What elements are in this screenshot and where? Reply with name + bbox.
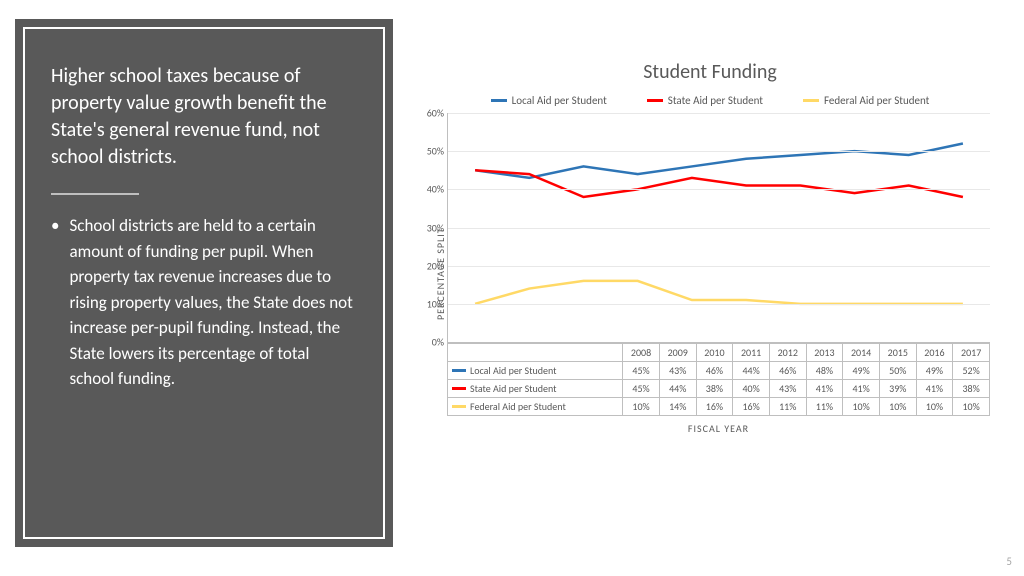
table-cell: 41%: [806, 380, 843, 398]
rowhead-label: Local Aid per Student: [470, 364, 556, 377]
gridline: [448, 151, 990, 152]
y-tick-label: 40%: [416, 183, 444, 196]
text-panel-inner: Higher school taxes because of property …: [23, 27, 385, 539]
y-tick-label: 50%: [416, 145, 444, 158]
table-row: Local Aid per Student45%43%46%44%46%48%4…: [448, 362, 990, 380]
table-cell: 38%: [696, 380, 733, 398]
table-cell: 16%: [696, 398, 733, 416]
headline: Higher school taxes because of property …: [51, 63, 357, 171]
rowhead-swatch: [452, 387, 466, 390]
rowhead-swatch: [452, 405, 466, 408]
legend-item: Federal Aid per Student: [803, 94, 929, 107]
table-year-header: 2013: [806, 344, 843, 362]
table-year-header: 2017: [953, 344, 990, 362]
gridline: [448, 113, 990, 114]
plot-area: 0%10%20%30%40%50%60%: [447, 113, 990, 343]
legend-label: Federal Aid per Student: [824, 94, 929, 107]
legend-swatch: [647, 99, 663, 102]
table-year-header: 2014: [843, 344, 880, 362]
table-cell: 38%: [953, 380, 990, 398]
chart-title: Student Funding: [430, 60, 990, 84]
y-tick-label: 10%: [416, 297, 444, 310]
x-axis-label: FISCAL YEAR: [447, 422, 990, 435]
table-cell: 50%: [879, 362, 916, 380]
table-cell: 45%: [623, 362, 660, 380]
table-row: Federal Aid per Student10%14%16%16%11%11…: [448, 398, 990, 416]
gridline: [448, 228, 990, 229]
legend-swatch: [803, 99, 819, 102]
slide: Higher school taxes because of property …: [0, 0, 1024, 576]
table-cell: 11%: [806, 398, 843, 416]
chart-container: Student Funding Local Aid per Student Sta…: [430, 60, 990, 500]
table-year-header: 2008: [623, 344, 660, 362]
table-cell: 11%: [769, 398, 806, 416]
plot-wrap: PERCENTAGE SPLIT 0%10%20%30%40%50%60% 20…: [430, 113, 990, 435]
y-tick-label: 30%: [416, 221, 444, 234]
table-cell: 48%: [806, 362, 843, 380]
series-line: [475, 144, 963, 178]
gridline: [448, 266, 990, 267]
legend-label: Local Aid per Student: [512, 94, 607, 107]
table-cell: 41%: [916, 380, 953, 398]
y-tick-label: 60%: [416, 107, 444, 120]
body-bullet: • School districts are held to a certain…: [51, 213, 357, 392]
gridline: [448, 189, 990, 190]
table-cell: 46%: [769, 362, 806, 380]
gridline: [448, 304, 990, 305]
table-corner: [448, 344, 623, 362]
table-cell: 44%: [733, 362, 770, 380]
table-cell: 49%: [916, 362, 953, 380]
table-cell: 49%: [843, 362, 880, 380]
bullet-text: School districts are held to a certain a…: [69, 213, 357, 392]
text-panel: Higher school taxes because of property …: [14, 18, 394, 548]
series-line: [475, 281, 963, 304]
table-cell: 46%: [696, 362, 733, 380]
table-year-header: 2016: [916, 344, 953, 362]
chart-legend: Local Aid per Student State Aid per Stude…: [430, 94, 990, 107]
table-cell: 10%: [843, 398, 880, 416]
legend-item: State Aid per Student: [647, 94, 763, 107]
table-cell: 10%: [916, 398, 953, 416]
table-cell: 40%: [733, 380, 770, 398]
table-cell: 45%: [623, 380, 660, 398]
legend-swatch: [491, 99, 507, 102]
table-cell: 10%: [879, 398, 916, 416]
table-year-header: 2010: [696, 344, 733, 362]
plot-column: 0%10%20%30%40%50%60% 2008200920102011201…: [447, 113, 990, 435]
table-cell: 14%: [659, 398, 696, 416]
rowhead-swatch: [452, 369, 466, 372]
page-number: 5: [1006, 555, 1012, 568]
y-tick-label: 20%: [416, 259, 444, 272]
table-series-header: Local Aid per Student: [448, 362, 623, 380]
y-tick-label: 0%: [416, 336, 444, 349]
table-row: State Aid per Student45%44%38%40%43%41%4…: [448, 380, 990, 398]
y-axis-label: PERCENTAGE SPLIT: [430, 113, 447, 435]
table-cell: 16%: [733, 398, 770, 416]
divider: [51, 193, 139, 195]
table-series-header: State Aid per Student: [448, 380, 623, 398]
rowhead-label: State Aid per Student: [470, 382, 557, 395]
table-cell: 43%: [769, 380, 806, 398]
table-series-header: Federal Aid per Student: [448, 398, 623, 416]
table-cell: 41%: [843, 380, 880, 398]
data-table: 2008200920102011201220132014201520162017…: [447, 343, 990, 416]
legend-item: Local Aid per Student: [491, 94, 607, 107]
table-year-header: 2012: [769, 344, 806, 362]
table-year-header: 2009: [659, 344, 696, 362]
table-cell: 52%: [953, 362, 990, 380]
table-cell: 44%: [659, 380, 696, 398]
table-cell: 10%: [623, 398, 660, 416]
table-year-header: 2015: [879, 344, 916, 362]
table-year-header: 2011: [733, 344, 770, 362]
table-cell: 10%: [953, 398, 990, 416]
table-cell: 39%: [879, 380, 916, 398]
rowhead-label: Federal Aid per Student: [470, 400, 566, 413]
table-cell: 43%: [659, 362, 696, 380]
legend-label: State Aid per Student: [668, 94, 763, 107]
bullet-mark: •: [51, 213, 59, 392]
